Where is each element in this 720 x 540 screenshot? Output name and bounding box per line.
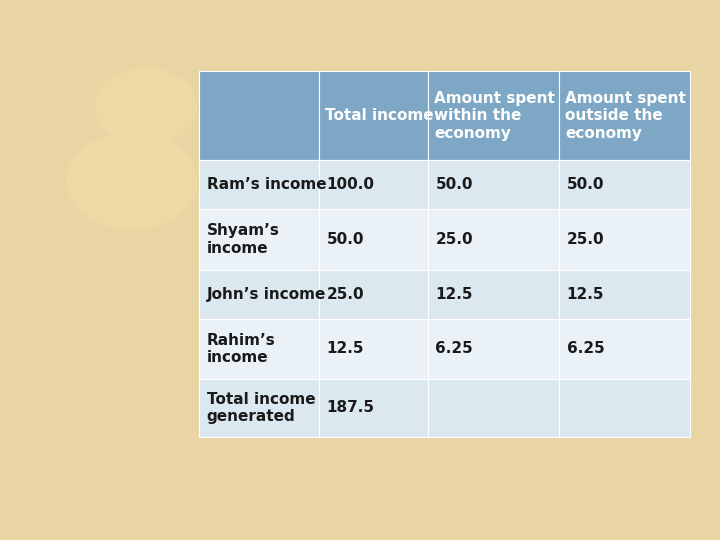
Text: 187.5: 187.5 [327,400,374,415]
FancyBboxPatch shape [559,210,690,270]
Text: Amount spent
within the
economy: Amount spent within the economy [434,91,555,140]
Text: 50.0: 50.0 [436,178,473,192]
FancyBboxPatch shape [319,160,428,210]
FancyBboxPatch shape [199,160,319,210]
FancyBboxPatch shape [319,319,428,379]
FancyBboxPatch shape [559,379,690,436]
Text: 25.0: 25.0 [327,287,364,302]
Text: Rahim’s
income: Rahim’s income [207,333,275,365]
FancyBboxPatch shape [428,270,559,319]
Text: 25.0: 25.0 [436,232,473,247]
FancyBboxPatch shape [559,71,690,160]
FancyBboxPatch shape [559,160,690,210]
FancyBboxPatch shape [559,270,690,319]
FancyBboxPatch shape [199,71,319,160]
FancyBboxPatch shape [199,379,319,436]
FancyBboxPatch shape [319,210,428,270]
Circle shape [68,133,196,229]
FancyBboxPatch shape [199,210,319,270]
Text: 12.5: 12.5 [327,341,364,356]
FancyBboxPatch shape [428,71,559,160]
FancyBboxPatch shape [199,270,319,319]
FancyBboxPatch shape [319,71,428,160]
Text: 50.0: 50.0 [327,232,364,247]
Text: John’s income: John’s income [207,287,326,302]
Circle shape [77,241,183,321]
FancyBboxPatch shape [319,379,428,436]
Text: Total income
generated: Total income generated [207,392,315,424]
FancyBboxPatch shape [319,270,428,319]
FancyBboxPatch shape [428,319,559,379]
Circle shape [96,69,196,144]
Text: 12.5: 12.5 [567,287,604,302]
FancyBboxPatch shape [199,319,319,379]
Text: 100.0: 100.0 [327,178,374,192]
Text: Amount spent
outside the
economy: Amount spent outside the economy [565,91,686,140]
FancyBboxPatch shape [428,160,559,210]
Text: 25.0: 25.0 [567,232,604,247]
FancyBboxPatch shape [428,379,559,436]
Text: 50.0: 50.0 [567,178,604,192]
Text: 6.25: 6.25 [436,341,473,356]
FancyBboxPatch shape [428,210,559,270]
Text: 12.5: 12.5 [436,287,473,302]
FancyBboxPatch shape [559,319,690,379]
Text: 6.25: 6.25 [567,341,604,356]
Text: Shyam’s
income: Shyam’s income [207,224,279,256]
Text: Total income: Total income [325,108,434,123]
Text: Ram’s income: Ram’s income [207,178,326,192]
